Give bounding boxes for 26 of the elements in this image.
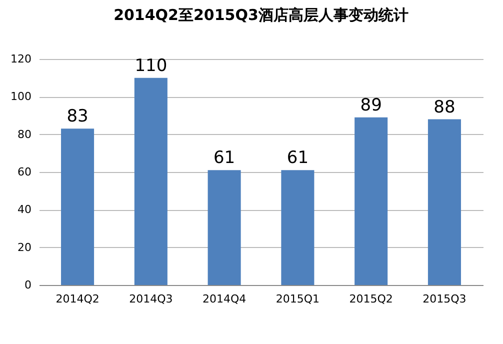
bar xyxy=(281,170,314,285)
y-tick-label: 40 xyxy=(18,203,32,216)
y-tick-label: 20 xyxy=(18,240,32,254)
x-tick-label: 2014Q4 xyxy=(202,292,246,306)
data-label: 83 xyxy=(66,106,88,127)
data-label: 61 xyxy=(286,148,309,168)
x-tick-label: 2015Q1 xyxy=(276,292,320,306)
chart-title: 2014Q2至2015Q3酒店高层人事变动统计 xyxy=(114,6,408,24)
x-tick-label: 2014Q3 xyxy=(129,292,173,306)
data-label: 88 xyxy=(434,97,456,118)
x-tick-label: 2015Q3 xyxy=(422,292,466,306)
data-label: 89 xyxy=(360,95,382,116)
bar xyxy=(61,128,94,285)
bar xyxy=(428,119,461,285)
data-label: 110 xyxy=(134,56,168,76)
y-tick-label: 120 xyxy=(10,52,32,66)
bar xyxy=(208,170,241,285)
x-tick-label: 2014Q2 xyxy=(56,292,100,306)
y-tick-label: 60 xyxy=(18,166,32,178)
data-label: 61 xyxy=(213,148,236,168)
bar xyxy=(134,78,168,285)
y-tick-label: 80 xyxy=(18,128,32,141)
y-tick-label: 0 xyxy=(24,278,32,292)
bar xyxy=(354,117,388,285)
y-tick-label: 100 xyxy=(10,90,32,104)
x-tick-label: 2015Q2 xyxy=(349,292,393,306)
